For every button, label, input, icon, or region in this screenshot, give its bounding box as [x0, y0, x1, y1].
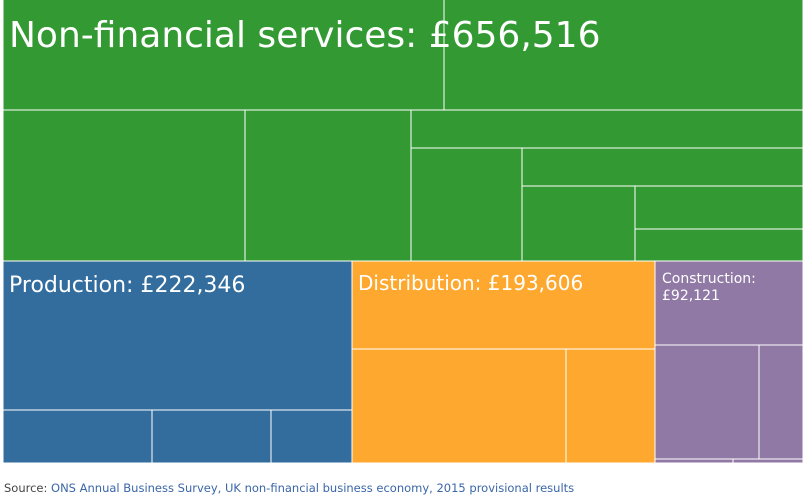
services-tile[interactable] — [2, 0, 445, 111]
construction-tile[interactable] — [654, 458, 734, 464]
distribution-tile[interactable] — [351, 260, 656, 350]
services-tile[interactable] — [244, 109, 412, 262]
services-tile[interactable] — [634, 185, 804, 230]
services-tile[interactable] — [443, 0, 804, 111]
construction-label-line1: Construction: — [662, 271, 756, 287]
construction-label-line2: £92,121 — [662, 288, 720, 304]
services-tile[interactable] — [410, 109, 804, 149]
source-prefix: Source: — [4, 481, 52, 495]
construction-tile[interactable] — [654, 260, 804, 346]
services-tile[interactable] — [410, 147, 523, 262]
production-label: Production: £222,346 — [9, 273, 245, 298]
construction-tile[interactable] — [654, 344, 760, 460]
distribution-tile[interactable] — [565, 348, 656, 464]
production-tile[interactable] — [151, 409, 272, 464]
services-tile[interactable] — [2, 109, 246, 262]
services-tile[interactable] — [521, 185, 636, 262]
production-tile[interactable] — [2, 409, 153, 464]
construction-tile[interactable] — [758, 344, 804, 460]
services-tile[interactable] — [521, 147, 804, 187]
production-tile[interactable] — [2, 260, 353, 411]
distribution-label: Distribution: £193,606 — [358, 271, 583, 295]
construction-tile[interactable] — [732, 458, 804, 464]
services-tile[interactable] — [634, 228, 804, 262]
services-label: Non-financial services: £656,516 — [9, 15, 601, 56]
source-note: Source: ONS Annual Business Survey, UK n… — [4, 481, 574, 495]
distribution-tile[interactable] — [351, 348, 567, 464]
production-tile[interactable] — [270, 409, 353, 464]
source-link[interactable]: ONS Annual Business Survey, UK non-finan… — [51, 481, 575, 495]
